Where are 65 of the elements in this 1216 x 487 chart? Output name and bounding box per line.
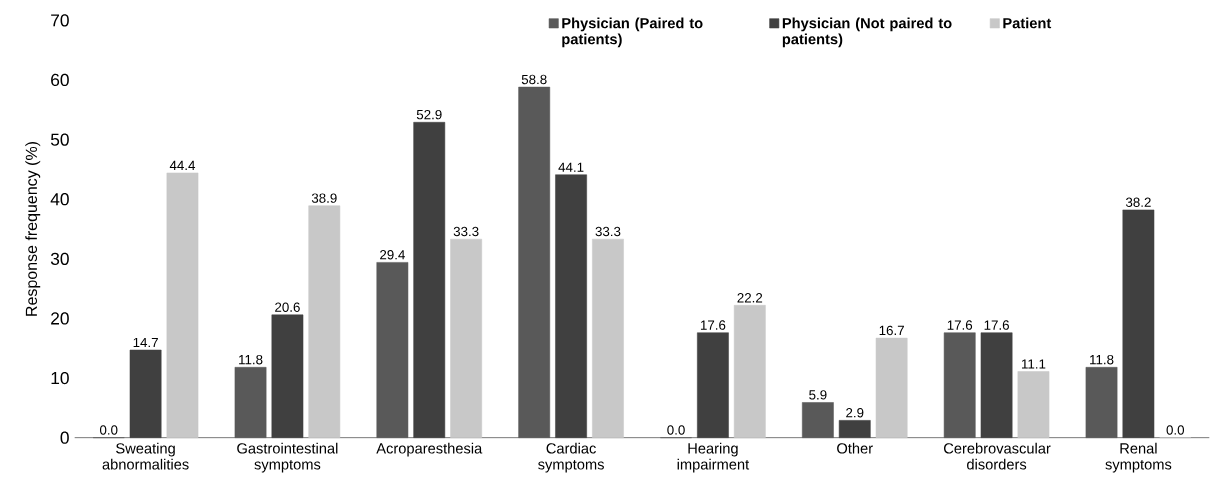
- y-tick-label: 50: [50, 133, 69, 146]
- data-label: 11.1: [1022, 359, 1046, 369]
- data-label: 11.8: [239, 354, 263, 365]
- bar: [555, 174, 587, 438]
- bar: [802, 402, 834, 438]
- data-label: 16.7: [879, 325, 904, 336]
- data-label: 0.0: [667, 425, 685, 435]
- bar: [875, 337, 908, 438]
- bar: [1122, 209, 1155, 438]
- y-tick-label: 10: [51, 371, 69, 385]
- legend-label: Physician (Not paired to patients): [782, 17, 952, 48]
- data-label: 17.6: [700, 320, 726, 330]
- x-tick-label: Gastrointestinal symptoms: [237, 442, 338, 473]
- legend-label: Patient: [1003, 17, 1052, 29]
- bar: [129, 349, 162, 438]
- bar: [413, 122, 446, 438]
- data-label: 14.7: [133, 337, 158, 348]
- x-tick-label: Other: [837, 442, 873, 454]
- bar: [733, 305, 766, 438]
- x-tick-label: Cerebrovascular disorders: [944, 442, 1051, 470]
- bar: [943, 332, 976, 438]
- x-tick-label: Hearing impairment: [677, 442, 750, 473]
- data-label: 0.0: [1166, 425, 1185, 435]
- data-label: 2.9: [846, 408, 864, 418]
- data-label: 17.6: [947, 320, 973, 330]
- bar: [1017, 371, 1050, 438]
- bar: [518, 86, 551, 438]
- bar: [234, 367, 267, 438]
- data-label: 52.9: [416, 109, 442, 120]
- bar: [308, 205, 341, 438]
- data-label: 33.3: [595, 226, 621, 237]
- data-label: 38.2: [1125, 197, 1151, 207]
- x-tick-label: Acroparesthesia: [376, 442, 483, 457]
- data-label: 44.1: [558, 162, 584, 172]
- data-label: 38.9: [311, 193, 337, 203]
- data-label: 58.8: [521, 74, 547, 85]
- x-tick-label: Sweating abnormalities: [102, 442, 189, 470]
- bar: [376, 262, 409, 438]
- data-label: 22.2: [737, 293, 763, 303]
- x-tick-label: Cardiac symptoms: [538, 442, 604, 473]
- bar: [697, 332, 729, 438]
- legend-label: Physician (Paired to patients): [562, 17, 703, 48]
- y-tick-label: 70: [51, 14, 69, 27]
- data-label: 0.0: [99, 425, 118, 435]
- data-label: 33.3: [453, 226, 479, 237]
- y-axis-title: Response frequency (%): [25, 142, 41, 316]
- data-label: 5.9: [809, 390, 827, 400]
- y-tick-label: 0: [60, 431, 69, 444]
- y-tick-label: 40: [50, 193, 69, 206]
- data-label: 44.4: [169, 160, 196, 171]
- x-tick-label: Renal symptoms: [1105, 442, 1172, 473]
- bar: [980, 332, 1013, 438]
- data-label: 29.4: [380, 250, 405, 260]
- y-tick-label: 20: [51, 312, 69, 325]
- data-label: 11.8: [1090, 354, 1114, 365]
- bar: [166, 172, 199, 438]
- y-tick-label: 60: [51, 73, 69, 87]
- bar: [1085, 367, 1118, 438]
- data-label: 20.6: [275, 302, 300, 312]
- bar: [838, 420, 871, 438]
- data-label: 17.6: [984, 320, 1009, 330]
- bar: [271, 314, 304, 438]
- bar: [592, 238, 624, 438]
- bar: [450, 238, 482, 438]
- y-tick-label: 30: [50, 252, 69, 265]
